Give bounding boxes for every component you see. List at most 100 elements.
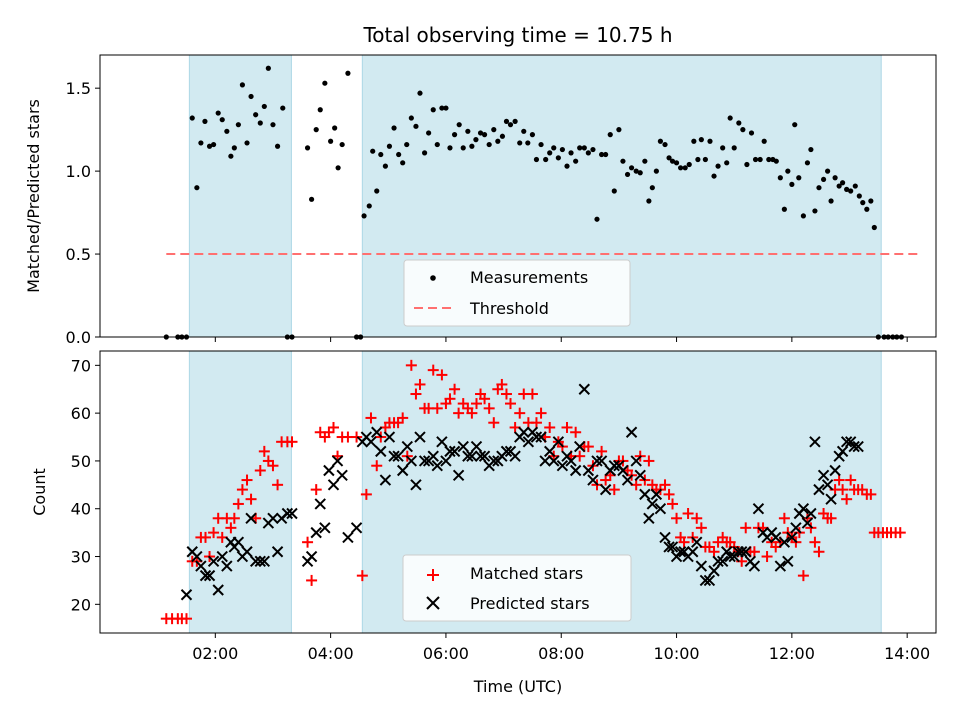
- predicted-star-point-96: [617, 464, 629, 477]
- measurement-point-53: [417, 90, 423, 96]
- matched-star-point-10: [208, 527, 220, 539]
- matched-star-point-30: [306, 574, 318, 586]
- measurement-point-132: [752, 156, 759, 163]
- predicted-star-point-58: [452, 469, 465, 481]
- predicted-star-point-46: [401, 440, 414, 453]
- measurement-point-91: [581, 145, 587, 151]
- measurement-point-55: [426, 130, 432, 136]
- measurement-point-78: [525, 140, 531, 146]
- observing-interval-1: [188, 54, 292, 338]
- measurement-point-6: [198, 140, 204, 146]
- measurement-point-94: [594, 216, 600, 222]
- matched-star-point-51: [405, 359, 417, 371]
- bottom-axes-frame: [99, 350, 937, 634]
- predicted-star-point-89: [587, 474, 599, 486]
- predicted-star-point-142: [805, 507, 817, 520]
- measurement-point-56: [430, 107, 436, 113]
- measurement-point-61: [451, 132, 458, 138]
- predicted-star-point-110: [674, 546, 687, 558]
- matched-star-point-65: [466, 407, 478, 419]
- measurement-point-69: [486, 141, 492, 148]
- matched-star-point-118: [691, 512, 703, 524]
- count-panel: 20 30 40 50 60 70 02:00 04:00 06:00 08:00 10:00 12…: [30, 350, 937, 696]
- x-axis-label: Time (UTC): [473, 677, 562, 696]
- matched-star-point-76: [514, 407, 526, 419]
- top-y-axis-label: Matched/Predicted stars: [24, 99, 43, 293]
- measurement-point-82: [543, 156, 549, 163]
- matched-star-point-79: [526, 388, 538, 400]
- predicted-star-point-23: [281, 507, 294, 520]
- matched-star-point-49: [397, 412, 409, 424]
- matched-star-point-29: [302, 536, 314, 548]
- measurement-point-92: [585, 150, 591, 156]
- predicted-star-point-80: [548, 455, 560, 467]
- bottom-xtick-label-5: 12:00: [769, 644, 815, 663]
- predicted-star-point-91: [595, 455, 608, 467]
- predicted-star-point-44: [392, 450, 404, 462]
- top-ytick-label-1: 0.5: [66, 245, 91, 264]
- predicted-star-point-129: [752, 503, 765, 515]
- matched-star-point-17: [236, 484, 248, 496]
- measurement-point-108: [653, 168, 659, 174]
- matched-star-point-155: [841, 493, 853, 505]
- predicted-star-point-74: [522, 436, 535, 448]
- measurement-point-133: [757, 156, 763, 163]
- predicted-star-point-63: [474, 450, 487, 462]
- measurement-point-97: [607, 132, 613, 138]
- measurement-point-95: [599, 151, 605, 158]
- measurement-point-37: [345, 70, 351, 76]
- measurement-point-17: [244, 140, 250, 146]
- measurement-point-129: [740, 127, 746, 133]
- predicted-star-point-53: [431, 460, 443, 472]
- matched-star-point-122: [708, 546, 720, 558]
- measurement-point-15: [235, 122, 241, 128]
- top-ytick-label-0: 0.0: [66, 328, 91, 347]
- predicted-star-point-6: [207, 555, 220, 568]
- matched-star-point-139: [778, 512, 790, 524]
- predicted-star-point-98: [625, 426, 638, 438]
- matched-star-point-60: [444, 393, 456, 405]
- predicted-star-point-14: [241, 546, 253, 558]
- matched-star-point-89: [570, 426, 582, 438]
- measurement-point-81: [538, 141, 544, 148]
- bottom-ytick-label-0: 20: [71, 595, 91, 614]
- matched-star-point-83: [544, 421, 556, 433]
- predicted-star-point-113: [686, 546, 699, 558]
- measurement-point-24: [274, 143, 281, 149]
- predicted-star-point-34: [342, 531, 354, 544]
- measurement-point-154: [839, 180, 846, 186]
- predicted-star-point-9: [221, 560, 233, 572]
- measurement-point-86: [559, 146, 565, 153]
- matched-star-point-52: [410, 388, 422, 400]
- matched-star-point-35: [328, 421, 340, 433]
- measurement-point-159: [860, 200, 866, 206]
- measurement-point-153: [836, 183, 842, 189]
- predicted-star-point-103: [646, 498, 659, 510]
- matched-star-point-68: [479, 393, 491, 405]
- predicted-star-point-97: [621, 474, 634, 486]
- bottom-ytick-label-1: 30: [71, 548, 91, 567]
- measurement-point-42: [370, 148, 376, 154]
- measurement-point-73: [503, 118, 510, 124]
- matched-star-point-87: [561, 421, 573, 433]
- predicted-star-point-134: [774, 560, 787, 572]
- predicted-star-point-49: [414, 431, 426, 443]
- measurement-point-68: [481, 132, 488, 138]
- matched-star-point-66: [470, 398, 482, 410]
- measurement-point-88: [568, 150, 574, 156]
- measurement-point-156: [848, 188, 854, 194]
- matched-star-point-4: [180, 613, 192, 625]
- measurement-point-8: [206, 143, 213, 149]
- measurement-point-66: [473, 137, 479, 143]
- measurement-point-52: [413, 123, 419, 129]
- predicted-star-point-47: [405, 455, 418, 467]
- predicted-star-point-29: [319, 522, 331, 534]
- predicted-star-point-105: [654, 503, 667, 515]
- measurement-point-110: [662, 141, 668, 148]
- measurement-point-122: [711, 173, 717, 179]
- matched-star-point-153: [833, 474, 845, 486]
- legend-predicted-marker: [426, 596, 440, 610]
- measurement-point-25: [280, 105, 286, 111]
- predicted-star-point-128: [748, 560, 761, 572]
- measurement-point-58: [439, 105, 445, 111]
